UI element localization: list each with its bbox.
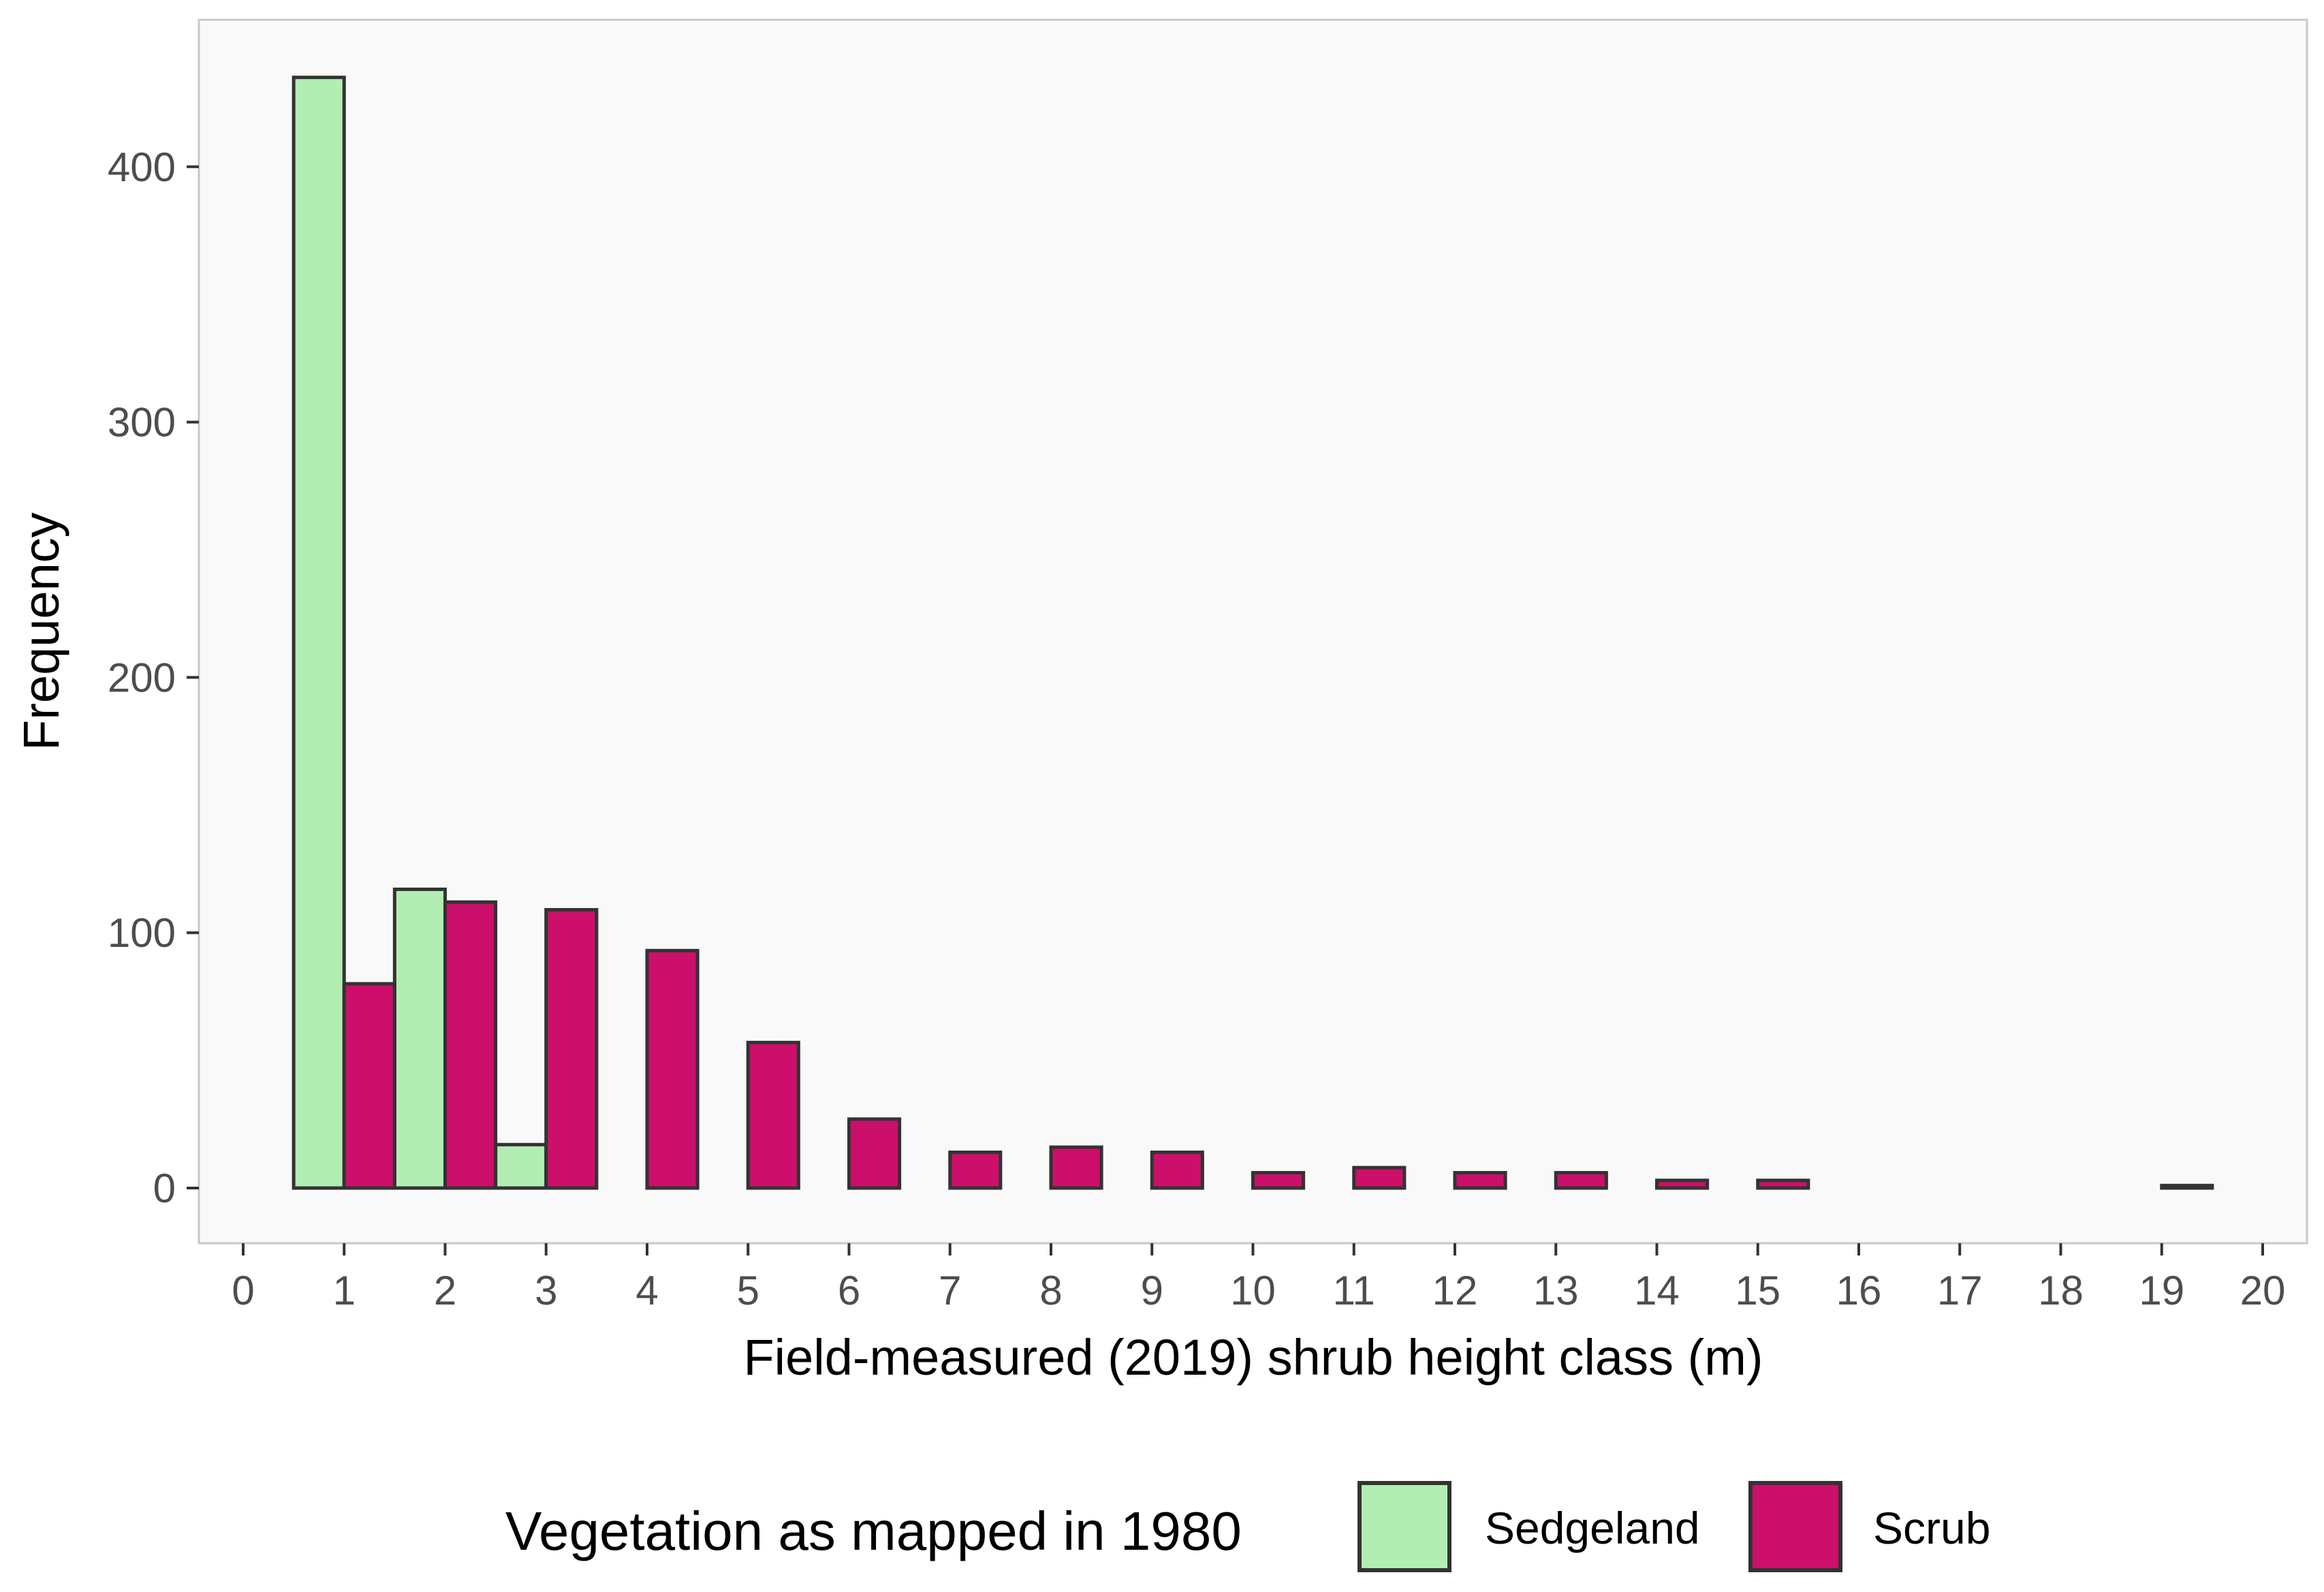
y-tick-label: 200 (108, 655, 176, 700)
bar-scrub-bin-13 (1554, 1171, 1608, 1190)
bar-sedgeland-bin-2 (392, 887, 447, 1190)
x-tick-label: 5 (737, 1268, 759, 1313)
x-tick-label: 9 (1141, 1268, 1163, 1313)
bar-scrub-bin-15 (1756, 1179, 1810, 1190)
bar-scrub-bin-8 (1049, 1145, 1103, 1190)
x-tick-label: 0 (232, 1268, 254, 1313)
x-tick-label: 3 (535, 1268, 557, 1313)
legend-label-scrub: Scrub (1873, 1503, 1990, 1553)
bar-scrub-bin-4 (645, 948, 700, 1190)
x-tick-label: 4 (635, 1268, 658, 1313)
x-tick-label: 2 (434, 1268, 456, 1313)
legend-items: Sedgeland Scrub (1357, 1481, 1990, 1572)
x-tick-label: 19 (2139, 1268, 2184, 1313)
x-tick-label: 20 (2240, 1268, 2286, 1313)
legend-title: Vegetation as mapped in 1980 (505, 1501, 1242, 1561)
bar-scrub-bin-2 (443, 900, 498, 1190)
x-tick-label: 10 (1230, 1268, 1276, 1313)
bar-scrub-bin-10 (1251, 1171, 1306, 1190)
x-tick-label: 17 (1937, 1268, 1983, 1313)
bar-scrub-bin-19 (2160, 1183, 2214, 1190)
y-tick-label: 300 (108, 400, 176, 446)
plot-panel (198, 18, 2308, 1245)
bar-scrub-bin-1 (342, 982, 396, 1190)
x-tick-label: 15 (1735, 1268, 1780, 1313)
x-tick-label: 12 (1432, 1268, 1478, 1313)
bars-group (292, 76, 2214, 1190)
x-tick-label: 7 (939, 1268, 961, 1313)
bar-scrub-bin-7 (948, 1151, 1003, 1190)
legend: Vegetation as mapped in 1980 Sedgeland Sc… (505, 1481, 1990, 1572)
legend-swatch-sedgeland (1357, 1481, 1451, 1572)
x-tick-label: 14 (1634, 1268, 1680, 1313)
x-tick-label: 8 (1039, 1268, 1062, 1313)
bar-scrub-bin-11 (1352, 1166, 1407, 1190)
x-axis: 0 1 2 3 4 5 6 7 8 9 10 11 12 13 14 15 16 17 18 19 20 (232, 1243, 2285, 1313)
legend-label-sedgeland: Sedgeland (1485, 1503, 1700, 1553)
bar-scrub-bin-6 (847, 1117, 902, 1190)
y-tick-label: 0 (153, 1166, 176, 1211)
bar-scrub-bin-5 (746, 1040, 800, 1190)
x-tick-label: 16 (1836, 1268, 1882, 1313)
bar-scrub-bin-12 (1453, 1171, 1507, 1190)
x-axis-title: Field-measured (2019) shrub height class… (743, 1329, 1763, 1386)
legend-swatch-scrub (1748, 1481, 1842, 1572)
bar-sedgeland-bin-3 (494, 1142, 548, 1190)
x-tick-label: 11 (1333, 1268, 1375, 1313)
y-axis-title: Frequency (13, 512, 69, 751)
y-tick-label: 100 (108, 910, 176, 956)
bar-scrub-bin-3 (544, 907, 599, 1190)
y-axis: 0 100 200 300 400 (108, 144, 199, 1211)
bar-scrub-bin-9 (1150, 1151, 1204, 1190)
bar-sedgeland-bin-1 (292, 76, 346, 1190)
bar-scrub-bin-14 (1655, 1179, 1710, 1190)
x-tick-label: 1 (333, 1268, 356, 1313)
x-tick-label: 13 (1533, 1268, 1579, 1313)
y-tick-label: 400 (108, 144, 176, 190)
x-tick-label: 6 (838, 1268, 860, 1313)
x-tick-label: 18 (2038, 1268, 2084, 1313)
